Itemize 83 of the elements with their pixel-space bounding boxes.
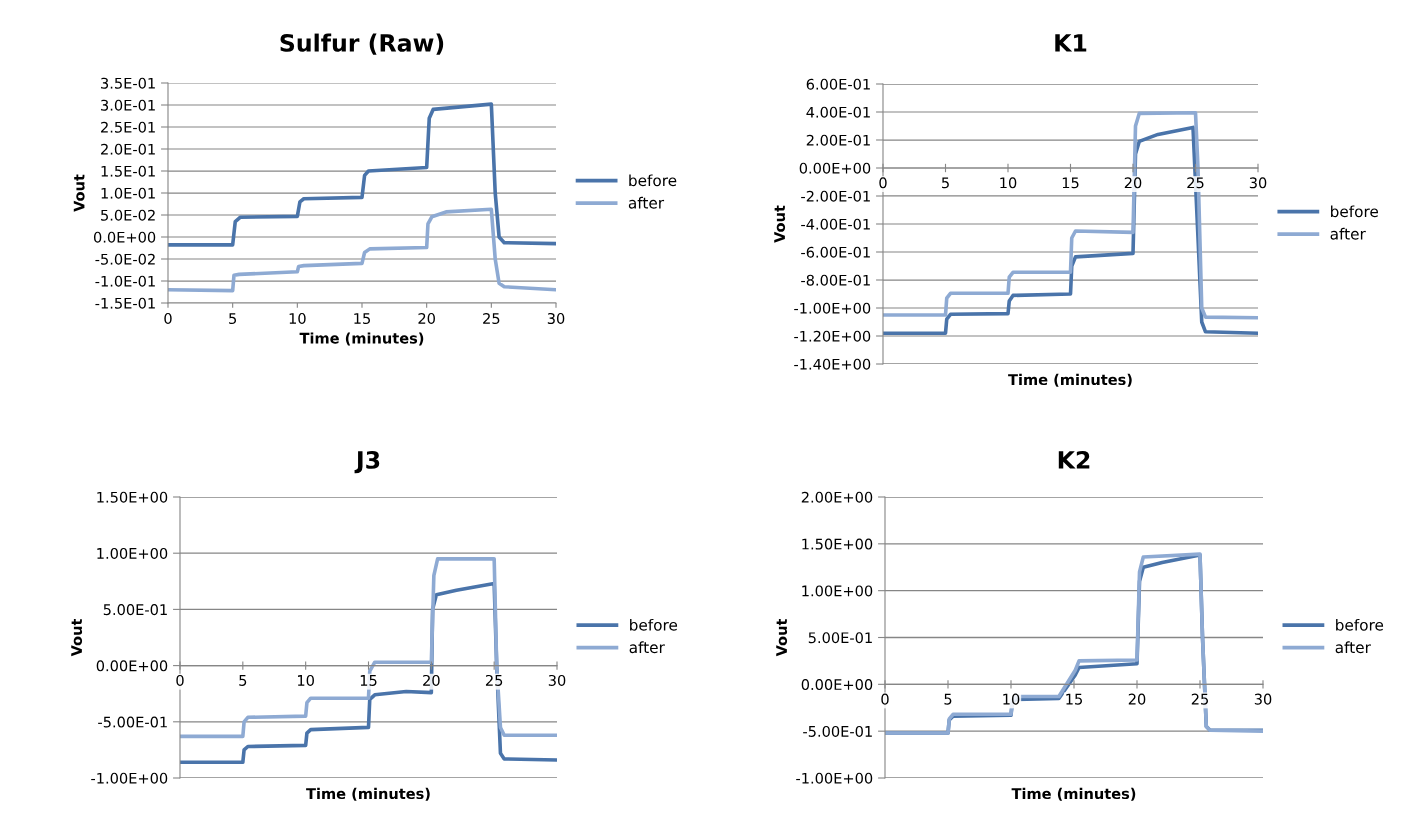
y-tick-label: 0.0E+00 (93, 231, 156, 243)
chart-title: K1 (1055, 34, 1087, 52)
x-tick-label: 15 (360, 675, 377, 686)
y-tick-label: 3.5E-01 (101, 77, 155, 89)
y-tick-label: 5.00E-01 (808, 632, 872, 644)
x-tick-label: 10 (289, 312, 306, 325)
y-tick-label: 0.00E+00 (96, 660, 168, 672)
y-tick-label: 0.00E+00 (801, 679, 873, 691)
y-axis-title: Vout (71, 618, 83, 657)
x-tick-label: 10 (297, 674, 314, 686)
y-tick-label: -1.5E-01 (95, 297, 155, 309)
chart-title: Sulfur (Raw) (280, 33, 444, 55)
y-tick-label: -1.00E+00 (796, 772, 873, 784)
y-tick-label: -8.00E-01 (801, 274, 870, 286)
x-tick-label: 0 (164, 312, 172, 325)
y-tick-label: -5.0E-02 (95, 253, 155, 265)
x-tick-label: 5 (229, 313, 237, 325)
x-tick-label: 5 (239, 675, 247, 686)
chart-title: J3 (354, 450, 380, 474)
y-tick-label: 4.00E-01 (806, 106, 870, 118)
x-tick-label: 30 (1254, 693, 1272, 705)
y-tick-label: -4.00E-01 (801, 218, 870, 230)
x-axis-title: Time (minutes) (1011, 787, 1136, 801)
y-tick-label: 5.0E-02 (101, 209, 155, 221)
y-tick-label: 1.5E-01 (101, 165, 155, 177)
x-tick-label: 20 (418, 312, 435, 325)
x-tick-label: 0 (176, 674, 184, 686)
y-tick-label: -1.40E+00 (794, 358, 871, 370)
y-tick-label: 2.0E-01 (101, 143, 155, 155)
x-tick-label: 20 (1124, 177, 1142, 189)
x-tick-label: 20 (1128, 693, 1146, 705)
x-tick-label: 25 (483, 312, 500, 325)
y-tick-label: 1.00E+00 (802, 585, 873, 597)
legend-label: after (1335, 641, 1371, 654)
x-tick-label: 25 (1187, 177, 1204, 189)
x-tick-label: 30 (547, 312, 565, 325)
y-axis-title: Vout (73, 174, 85, 212)
y-tick-label: 1.50E+00 (97, 491, 168, 503)
y-tick-label: -1.20E+00 (794, 330, 871, 342)
y-tick-label: 3.0E-01 (101, 99, 155, 111)
legend-label: before (629, 174, 677, 187)
legend-label: before (1331, 205, 1379, 218)
x-tick-label: 25 (485, 674, 503, 686)
legend-label: before (630, 618, 678, 631)
y-axis-title: Vout (776, 618, 788, 657)
legend-label: after (1330, 227, 1366, 240)
y-tick-label: 2.5E-01 (101, 121, 155, 133)
y-tick-label: 6.00E-01 (806, 78, 870, 90)
x-tick-label: 10 (1000, 177, 1017, 189)
y-tick-label: 5.00E-01 (103, 604, 167, 616)
y-tick-label: 1.50E+00 (802, 538, 873, 550)
y-tick-label: 2.00E-01 (806, 134, 870, 146)
x-tick-label: 5 (944, 693, 952, 705)
y-tick-label: -5.00E-01 (98, 716, 167, 728)
y-tick-label: 1.0E-01 (101, 187, 155, 199)
x-tick-label: 20 (423, 674, 440, 686)
x-tick-label: 30 (548, 674, 566, 686)
x-tick-label: 15 (354, 313, 370, 325)
y-tick-label: -1.00E+00 (91, 772, 168, 784)
y-tick-label: -5.00E-01 (803, 725, 872, 737)
y-tick-label: -6.00E-01 (801, 246, 870, 258)
y-tick-label: 2.00E+00 (801, 491, 873, 503)
chart-title: K2 (1058, 450, 1090, 469)
x-tick-label: 15 (1066, 693, 1082, 705)
y-tick-label: 1.00E+00 (97, 547, 168, 559)
x-tick-label: 0 (879, 177, 887, 189)
x-tick-label: 15 (1062, 177, 1079, 189)
y-tick-label: -1.0E-01 (95, 275, 155, 287)
x-tick-label: 30 (1249, 177, 1267, 189)
x-tick-label: 10 (1003, 693, 1020, 705)
y-tick-label: -2.00E-01 (801, 190, 870, 202)
legend-label: after (628, 196, 665, 209)
x-tick-label: 5 (941, 177, 949, 189)
legend-label: after (629, 641, 665, 654)
y-tick-label: -1.00E+00 (794, 302, 871, 314)
x-axis-title: Time (minutes) (306, 787, 430, 801)
x-tick-label: 0 (881, 693, 889, 705)
x-tick-label: 25 (1191, 693, 1208, 705)
legend-label: before (1336, 618, 1384, 631)
y-tick-label: 0.00E+00 (799, 162, 871, 174)
x-axis-title: Time (minutes) (299, 332, 424, 346)
x-axis-title: Time (minutes) (1008, 373, 1132, 387)
y-axis-title: Vout (774, 205, 786, 243)
